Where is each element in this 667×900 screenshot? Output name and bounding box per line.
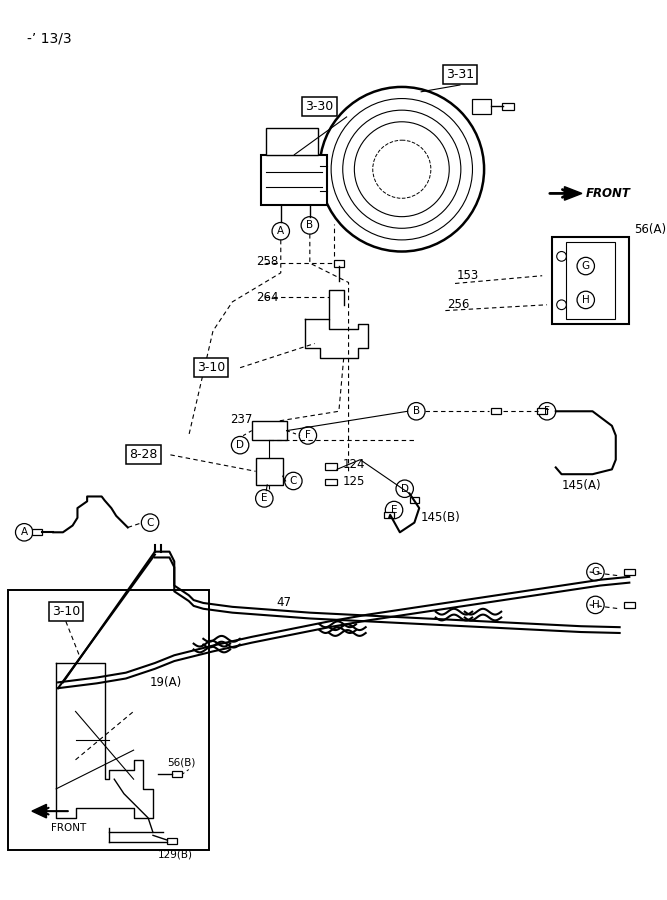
Bar: [384, 512, 394, 517]
Text: F: F: [305, 430, 311, 440]
Bar: [624, 602, 635, 608]
Text: 3-10: 3-10: [52, 605, 80, 618]
Bar: [566, 242, 615, 320]
Text: E: E: [391, 505, 398, 515]
Text: D: D: [236, 440, 244, 450]
Text: C: C: [146, 518, 154, 527]
Bar: [266, 128, 317, 155]
Text: D: D: [401, 483, 409, 494]
Text: 47: 47: [276, 597, 291, 609]
Text: 56(B): 56(B): [167, 758, 196, 768]
Bar: [502, 103, 514, 110]
Bar: [172, 771, 182, 778]
Text: B: B: [306, 220, 313, 230]
Bar: [8, 590, 209, 850]
Text: A: A: [277, 226, 284, 236]
Bar: [538, 409, 547, 414]
Text: 124: 124: [343, 458, 366, 471]
Text: 145(B): 145(B): [421, 511, 461, 525]
Text: 56(A): 56(A): [634, 223, 666, 236]
Bar: [255, 458, 283, 485]
Text: FRONT: FRONT: [586, 187, 630, 200]
Text: 3-31: 3-31: [446, 68, 474, 81]
Bar: [325, 479, 337, 485]
Bar: [167, 838, 177, 844]
Bar: [410, 498, 420, 503]
Text: G: G: [582, 261, 590, 271]
Text: 19(A): 19(A): [150, 676, 182, 688]
Bar: [261, 155, 327, 205]
Polygon shape: [564, 186, 582, 200]
Text: H: H: [592, 600, 600, 610]
Bar: [325, 464, 337, 470]
Text: A: A: [21, 527, 28, 537]
Text: 129(B): 129(B): [158, 850, 193, 859]
Text: 258: 258: [257, 255, 279, 267]
Text: FRONT: FRONT: [51, 823, 87, 832]
Bar: [491, 409, 500, 414]
Text: 256: 256: [448, 298, 470, 311]
Bar: [624, 569, 635, 575]
Text: H: H: [582, 295, 590, 305]
Text: 3-10: 3-10: [197, 361, 225, 374]
Bar: [32, 529, 41, 535]
Text: E: E: [261, 493, 267, 503]
Bar: [552, 237, 630, 324]
Text: 153: 153: [457, 269, 479, 283]
Text: B: B: [413, 406, 420, 417]
Text: 125: 125: [343, 475, 365, 489]
Text: F: F: [544, 406, 550, 417]
Bar: [334, 260, 344, 266]
Bar: [251, 421, 287, 440]
Bar: [472, 98, 491, 114]
Text: 8-28: 8-28: [129, 448, 157, 462]
Text: 237: 237: [230, 412, 253, 426]
Text: G: G: [592, 567, 600, 577]
Text: 145(A): 145(A): [562, 479, 601, 492]
Text: 264: 264: [257, 291, 279, 303]
Text: -’ 13/3: -’ 13/3: [27, 32, 72, 46]
Text: 3-30: 3-30: [305, 100, 334, 112]
Text: C: C: [289, 476, 297, 486]
Polygon shape: [32, 805, 47, 818]
